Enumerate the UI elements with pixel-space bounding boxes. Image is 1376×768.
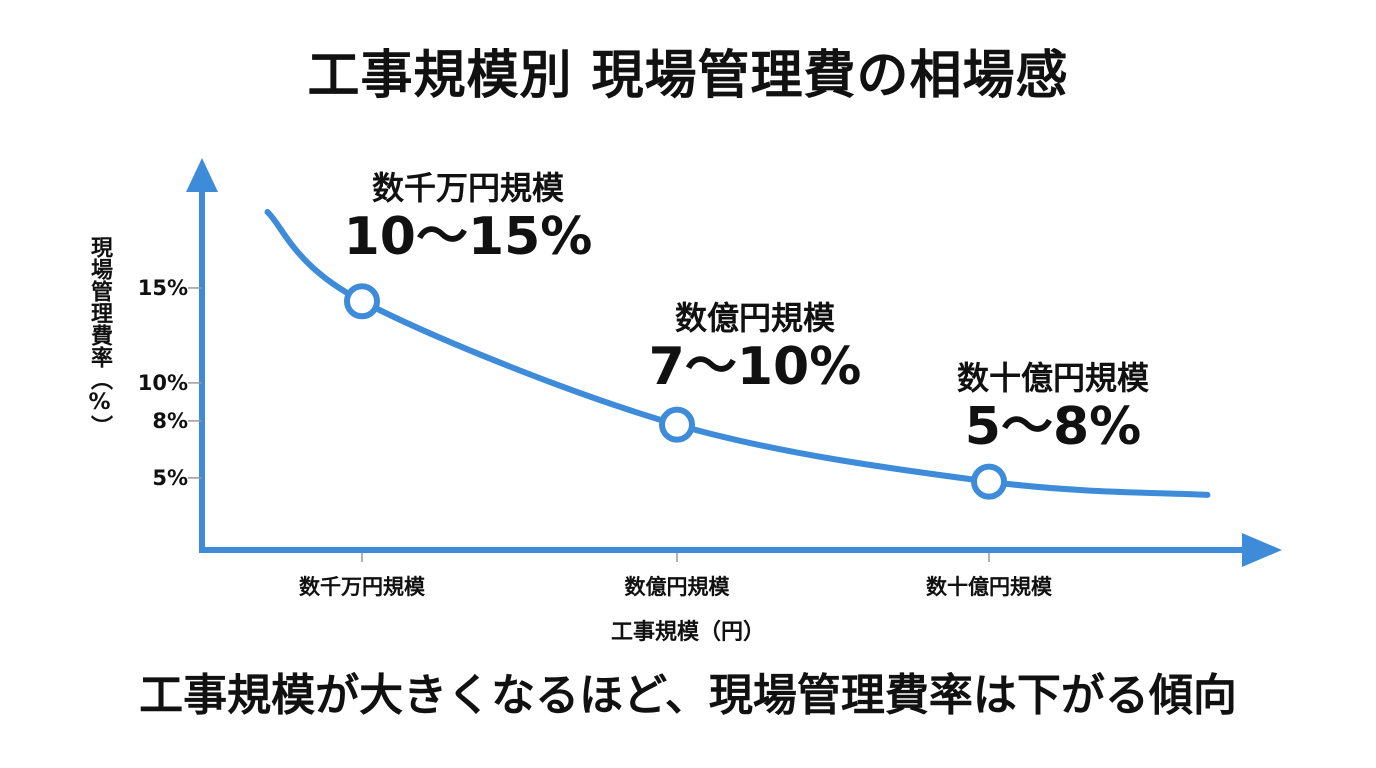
annotation-label: 数十億円規模 <box>956 359 1149 397</box>
y-axis-arrow <box>186 158 218 192</box>
annotation-value: 10〜15% <box>343 207 593 267</box>
annotation-billions: 数十億円規模 5〜8% <box>903 358 1203 458</box>
chart-title: 工事規模別 現場管理費の相場感 <box>307 46 1069 106</box>
y-tick-label: 5% <box>152 466 188 490</box>
annotation-tens-of-millions: 数千万円規模 10〜15% <box>318 168 618 268</box>
annotation-hundreds-of-millions: 数億円規模 7〜10% <box>605 298 905 398</box>
y-tick-label: 8% <box>152 409 188 433</box>
y-tick-label: 10% <box>138 371 188 395</box>
x-axis-label: 工事規模（円） <box>610 620 765 645</box>
y-axis-label: 現場管理費率（%） <box>87 236 112 437</box>
annotation-label: 数億円規模 <box>674 299 835 337</box>
data-point-marker <box>344 283 380 320</box>
annotation-value: 5〜8% <box>964 397 1142 457</box>
y-tick-label: 15% <box>138 276 188 300</box>
annotation-value: 7〜10% <box>648 337 862 397</box>
x-axis-arrow <box>1242 533 1282 567</box>
x-tick-label: 数億円規模 <box>625 575 731 599</box>
x-tick-label: 数千万円規模 <box>299 575 426 599</box>
data-point-marker <box>659 406 695 443</box>
data-point-marker <box>971 463 1007 500</box>
annotation-label: 数千万円規模 <box>371 169 564 207</box>
x-tick-label: 数十億円規模 <box>926 575 1053 599</box>
caption: 工事規模が大きくなるほど、現場管理費率は下がる傾向 <box>139 670 1237 721</box>
